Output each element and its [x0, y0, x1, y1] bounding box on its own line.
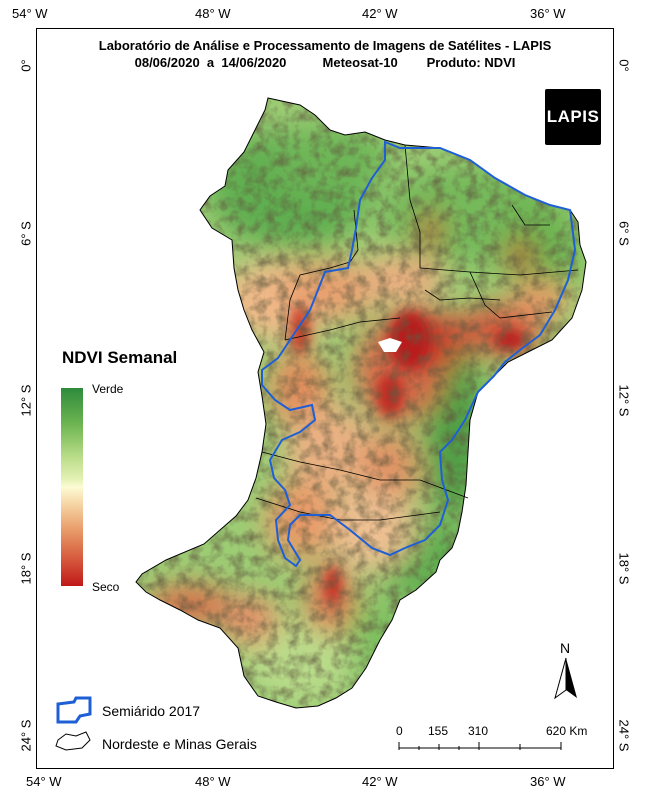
- layer-legend-symbols: [55, 696, 92, 751]
- scale-bar: [398, 742, 562, 750]
- semiarido-boundary: [261, 140, 577, 568]
- lon-label-bottom-48: 48° W: [195, 774, 231, 789]
- map-title-line1: Laboratório de Análise e Processamento d…: [98, 38, 552, 53]
- lapis-logo: LAPIS: [545, 89, 601, 145]
- lapis-logo-text: LAPIS: [546, 107, 600, 126]
- map-title-line2: 08/06/2020 a 14/06/2020 Meteosat-10 Prod…: [134, 55, 516, 70]
- lon-label-bottom-36: 36° W: [530, 774, 566, 789]
- lon-label-top-48: 48° W: [195, 6, 231, 21]
- colorbar-top-label: Verde: [92, 382, 124, 396]
- north-arrow-icon: [554, 657, 577, 700]
- lon-label-top-36: 36° W: [530, 6, 566, 21]
- semiarido-legend-label: Semiárido 2017: [102, 703, 201, 719]
- lon-label-bottom-42: 42° W: [362, 774, 398, 789]
- nordeste-legend-label: Nordeste e Minas Gerais: [102, 736, 257, 752]
- nordeste-legend-symbol: [55, 731, 91, 751]
- scale-label-310: 310: [468, 724, 489, 738]
- north-label: N: [560, 640, 571, 656]
- scale-label-155: 155: [428, 724, 449, 738]
- lon-label-top-54: 54° W: [12, 6, 48, 21]
- scale-label-0: 0: [396, 724, 403, 738]
- state-borders: [255, 144, 579, 521]
- legend-title: NDVI Semanal: [62, 348, 178, 367]
- lon-label-top-42: 42° W: [362, 6, 398, 21]
- lon-label-bottom-54: 54° W: [26, 774, 62, 789]
- ndvi-raster: [136, 98, 586, 708]
- ndvi-colorbar: [61, 388, 83, 586]
- semiarido-legend-symbol: [56, 696, 92, 724]
- scale-label-620: 620 Km: [546, 724, 588, 738]
- colorbar-bottom-label: Seco: [92, 580, 120, 594]
